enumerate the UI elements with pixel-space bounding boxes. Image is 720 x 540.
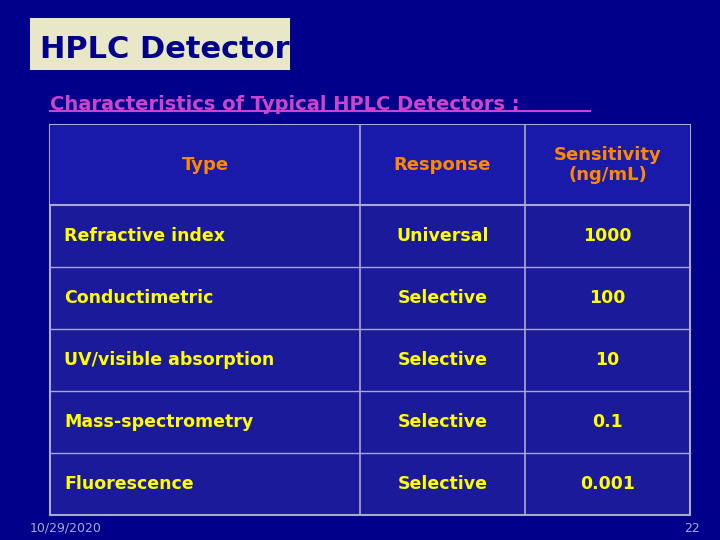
Text: Selective: Selective [397, 289, 487, 307]
Text: Characteristics of Typical HPLC Detectors :: Characteristics of Typical HPLC Detector… [50, 96, 520, 114]
Text: UV/visible absorption: UV/visible absorption [64, 351, 274, 369]
Text: Response: Response [394, 156, 491, 174]
Text: Selective: Selective [397, 351, 487, 369]
Text: 100: 100 [589, 289, 626, 307]
Text: HPLC Detector: HPLC Detector [40, 35, 289, 64]
Text: Selective: Selective [397, 413, 487, 431]
FancyBboxPatch shape [50, 125, 690, 205]
Text: 10: 10 [595, 351, 620, 369]
FancyBboxPatch shape [30, 18, 290, 70]
Text: 10/29/2020: 10/29/2020 [30, 522, 102, 535]
Text: 1000: 1000 [583, 227, 631, 245]
Text: Sensitivity
(ng/mL): Sensitivity (ng/mL) [554, 146, 662, 184]
Text: Mass-spectrometry: Mass-spectrometry [64, 413, 253, 431]
Text: Fluorescence: Fluorescence [64, 475, 194, 493]
FancyBboxPatch shape [50, 125, 690, 515]
Text: Selective: Selective [397, 475, 487, 493]
Text: 22: 22 [684, 522, 700, 535]
Text: 0.1: 0.1 [592, 413, 623, 431]
Text: Universal: Universal [396, 227, 489, 245]
Text: Type: Type [181, 156, 228, 174]
Text: Refractive index: Refractive index [64, 227, 225, 245]
Text: 0.001: 0.001 [580, 475, 635, 493]
Text: Conductimetric: Conductimetric [64, 289, 213, 307]
